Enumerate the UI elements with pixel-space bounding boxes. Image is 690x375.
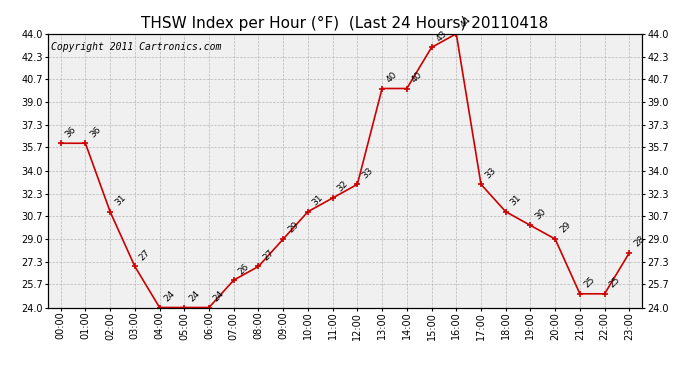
Text: 40: 40 xyxy=(385,70,400,84)
Text: 27: 27 xyxy=(137,248,152,262)
Text: 33: 33 xyxy=(360,166,375,180)
Text: 25: 25 xyxy=(607,275,622,290)
Text: 31: 31 xyxy=(113,193,128,207)
Text: 24: 24 xyxy=(162,289,177,303)
Text: 36: 36 xyxy=(63,124,78,139)
Text: 40: 40 xyxy=(410,70,424,84)
Text: 26: 26 xyxy=(237,261,251,276)
Text: 32: 32 xyxy=(335,179,350,194)
Text: 31: 31 xyxy=(509,193,523,207)
Text: 24: 24 xyxy=(187,289,201,303)
Text: 29: 29 xyxy=(558,220,572,235)
Text: 28: 28 xyxy=(632,234,647,249)
Text: 33: 33 xyxy=(484,166,498,180)
Text: 43: 43 xyxy=(434,29,448,43)
Title: THSW Index per Hour (°F)  (Last 24 Hours) 20110418: THSW Index per Hour (°F) (Last 24 Hours)… xyxy=(141,16,549,31)
Text: 30: 30 xyxy=(533,207,548,221)
Text: Copyright 2011 Cartronics.com: Copyright 2011 Cartronics.com xyxy=(51,42,221,52)
Text: 25: 25 xyxy=(582,275,597,290)
Text: 31: 31 xyxy=(310,193,325,207)
Text: 27: 27 xyxy=(262,248,275,262)
Text: 36: 36 xyxy=(88,124,103,139)
Text: 29: 29 xyxy=(286,220,300,235)
Text: 24: 24 xyxy=(212,289,226,303)
Text: 44: 44 xyxy=(459,15,473,30)
